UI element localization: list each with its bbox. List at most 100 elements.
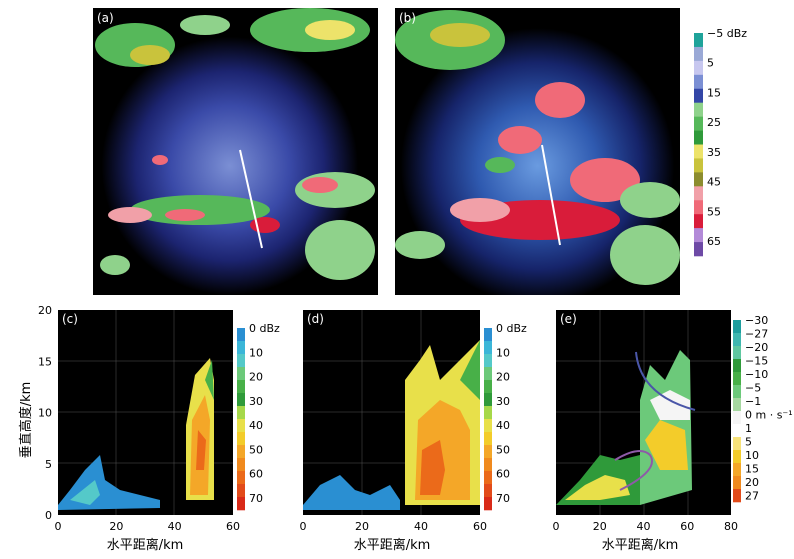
colorbar-c-label: 20	[249, 371, 263, 384]
colorbar-d-label: 40	[496, 419, 510, 432]
colorbar-d-label: 0 dBz	[496, 322, 527, 335]
colorbar-c-swatch	[237, 406, 245, 420]
panel-label-c: (c)	[62, 312, 78, 326]
colorbar-d-label: 60	[496, 468, 510, 481]
colorbar-top-swatch	[694, 242, 703, 257]
colorbar-e-swatch	[733, 346, 741, 360]
colorbar-e-label: 5	[745, 435, 752, 448]
colorbar-e-swatch	[733, 450, 741, 464]
colorbar-d-swatch	[484, 497, 492, 511]
x-tick-label: 40	[168, 520, 182, 533]
colorbar-c-swatch	[237, 471, 245, 485]
x-axis-title-d: 水平距离/km	[354, 537, 431, 553]
panel-e: (e) 0 20 40 60 80 −30−27−20−15−10−5−10 m · s…	[553, 310, 793, 533]
flow-arrow-upper	[635, 351, 696, 411]
colorbar-e-swatch	[733, 476, 741, 490]
colorbar-c-swatch	[237, 484, 245, 498]
colorbar-top-label: −5 dBz	[707, 27, 747, 40]
colorbar-e-swatch	[733, 359, 741, 373]
colorbar-d-swatch	[484, 471, 492, 485]
colorbar-e-label: −1	[745, 395, 761, 408]
cross-section-line-a	[239, 149, 263, 249]
x-tick-label: 0	[55, 520, 62, 533]
colorbar-d-swatch	[484, 419, 492, 433]
colorbar-top-label: 35	[707, 146, 721, 159]
colorbar-top-label: 5	[707, 57, 714, 70]
panel-b: (b)	[395, 8, 680, 295]
cross-section-line-b	[541, 144, 561, 246]
colorbar-d-swatch	[484, 380, 492, 394]
panel-d: (d) 0 20 40 60 0 dBz 10 20 30 40 50 60 70	[300, 310, 527, 533]
colorbar-top-swatch	[694, 172, 703, 187]
colorbar-d-swatch	[484, 432, 492, 446]
colorbar-c-label: 70	[249, 492, 263, 505]
x-tick-label: 20	[109, 520, 123, 533]
x-tick-label: 40	[637, 520, 651, 533]
colorbar-top-swatch	[694, 60, 703, 76]
flow-arrow-lower	[614, 450, 653, 491]
colorbar-c: 0 dBz 10 20 30 40 50 60 70	[237, 322, 280, 511]
colorbar-e-label: −27	[745, 327, 768, 340]
colorbar-d-label: 20	[496, 371, 510, 384]
colorbar-top-label: 65	[707, 235, 721, 248]
panel-label-a: (a)	[97, 11, 114, 25]
colorbar-d-label: 10	[496, 346, 510, 359]
colorbar-d-swatch	[484, 341, 492, 355]
panel-c: (c) 0 5 10 15 20 0 20 40 60 0 dBz 10 20 30 40 50 60 70	[38, 304, 280, 533]
colorbar-c-swatch	[237, 354, 245, 368]
colorbar-d-swatch	[484, 393, 492, 407]
colorbar-d-swatch	[484, 367, 492, 381]
colorbar-top-swatch	[694, 46, 703, 62]
colorbar-e-swatch	[733, 424, 741, 438]
colorbar-top-label: 25	[707, 116, 721, 129]
colorbar-e-label: 1	[745, 422, 752, 435]
colorbar-e-label: −20	[745, 341, 768, 354]
colorbar-e-swatch	[733, 411, 741, 425]
colorbar-d-swatch	[484, 458, 492, 472]
colorbar-e-swatch	[733, 333, 741, 347]
colorbar-e-label: −10	[745, 368, 768, 381]
colorbar-d-label: 50	[496, 443, 510, 456]
colorbar-e-label: −5	[745, 381, 761, 394]
colorbar-c-label: 40	[249, 419, 263, 432]
colorbar-c-label: 30	[249, 395, 263, 408]
colorbar-c-swatch	[237, 380, 245, 394]
colorbar-top-swatch	[694, 88, 703, 103]
colorbar-top-swatch	[694, 200, 703, 215]
colorbar-e-label: 10	[745, 449, 759, 462]
colorbar-c-swatch	[237, 419, 245, 433]
colorbar-top-swatch	[694, 130, 703, 145]
echo-d	[303, 340, 480, 510]
colorbar-top-swatch	[694, 158, 703, 173]
colorbar-top-swatch	[694, 33, 703, 48]
colorbar-e-label: 0 m · s⁻¹	[745, 408, 793, 421]
colorbar-c-label: 50	[249, 443, 263, 456]
colorbar-e-label: 15	[745, 462, 759, 475]
y-tick-label: 5	[45, 458, 52, 471]
colorbar-top-label: 45	[707, 176, 721, 189]
y-tick-label: 10	[38, 407, 52, 420]
colorbar-c-swatch	[237, 497, 245, 511]
y-axis-title: 垂直高度/km	[18, 382, 34, 459]
y-tick-label: 15	[38, 355, 52, 368]
colorbar-top-swatch	[694, 74, 703, 90]
x-tick-label: 20	[593, 520, 607, 533]
panel-label-d: (d)	[307, 312, 324, 326]
colorbar-d-label: 70	[496, 492, 510, 505]
colorbar-top-label: 55	[707, 205, 721, 218]
x-tick-label: 0	[553, 520, 560, 533]
x-tick-label: 40	[414, 520, 428, 533]
colorbar-top-swatch	[694, 144, 703, 159]
colorbar-d-swatch	[484, 328, 492, 342]
colorbar-d-swatch	[484, 445, 492, 459]
y-tick-label: 0	[45, 509, 52, 522]
colorbar-c-swatch	[237, 458, 245, 472]
x-tick-label: 20	[355, 520, 369, 533]
echo-c	[58, 358, 214, 510]
colorbar-c-swatch	[237, 445, 245, 459]
x-axis-title-e: 水平距离/km	[602, 537, 679, 553]
x-ticks-c: 0 20 40 60	[55, 520, 241, 533]
panel-a: (a)	[93, 8, 378, 295]
